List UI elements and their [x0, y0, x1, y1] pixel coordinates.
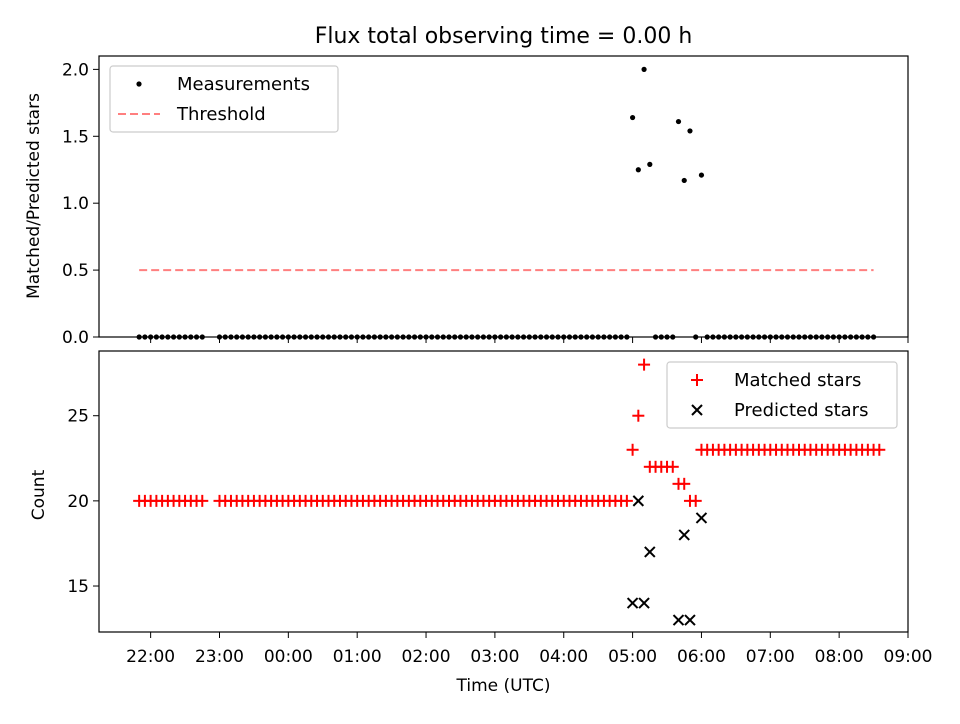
predicted-star-stroke-b: [695, 512, 708, 524]
top-y-tick-label: 0.0: [62, 328, 89, 348]
top-y-tick-label: 1.0: [62, 194, 89, 214]
legend-measurements-marker: [136, 81, 142, 87]
top-legend-box: [109, 65, 339, 133]
predicted-star-stroke-b: [626, 597, 639, 609]
predicted-star-stroke-b: [638, 597, 650, 609]
bottom-plot-area: [133, 358, 886, 626]
bottom-x-tick-label: 09:00: [884, 647, 933, 667]
matched-star-point: [638, 358, 651, 371]
matched-star-point: [873, 443, 886, 456]
bottom-x-tick-label: 03:00: [470, 647, 519, 667]
top-y-tick-label: 2.0: [62, 60, 89, 80]
predicted-star-stroke-b: [644, 546, 656, 558]
bottom-x-tick-label: 23:00: [195, 647, 244, 667]
bottom-x-tick-label: 22:00: [126, 647, 175, 667]
matched-star-point: [620, 494, 633, 507]
predicted-star-stroke-b: [684, 614, 696, 626]
predicted-star-point: [695, 512, 708, 524]
legend-predicted-label: Predicted stars: [734, 400, 868, 421]
matched-star-point: [666, 460, 679, 473]
bottom-x-tick-label: 08:00: [815, 647, 864, 667]
bottom-x-axis: 22:00 23:00 00:00 01:00 02:00 03:00 04:00 05:00…: [126, 632, 933, 667]
measurement-point: [687, 128, 693, 134]
measurement-point: [635, 167, 641, 173]
top-plot-frame: [98, 55, 909, 338]
bottom-x-tick-label: 01:00: [333, 647, 382, 667]
bottom-y-axis: 15 20 25: [67, 407, 99, 597]
predicted-star-point: [632, 495, 645, 507]
predicted-star-point: [626, 597, 639, 609]
bottom-x-tick-label: 06:00: [677, 647, 726, 667]
bottom-legend-box: [666, 361, 898, 429]
x-axis-label: Time (UTC): [456, 676, 551, 696]
matched-star-point: [626, 443, 639, 456]
legend-predicted-marker: [691, 404, 703, 416]
matched-star-point: [632, 409, 645, 422]
top-y-axis-label: Matched/Predicted stars: [24, 93, 44, 299]
predicted-star-point: [678, 529, 690, 541]
bottom-y-tick-label: 25: [67, 407, 89, 427]
measurement-point: [647, 161, 653, 167]
top-y-tick-label: 1.5: [62, 127, 89, 147]
bottom-y-tick-label: 15: [67, 577, 89, 597]
legend-threshold-label: Threshold: [176, 104, 266, 125]
measurement-point: [641, 66, 647, 72]
matched-star-point: [689, 494, 702, 507]
measurement-point: [681, 177, 687, 184]
predicted-star-stroke-b: [678, 529, 690, 541]
measurement-point: [629, 114, 636, 121]
legend-matched-marker: [691, 374, 703, 386]
predicted-star-point: [644, 546, 656, 558]
bottom-x-tick-label: 00:00: [264, 647, 313, 667]
bottom-x-tick-label: 07:00: [746, 647, 795, 667]
predicted-star-point: [684, 614, 696, 626]
top-y-tick-label: 0.5: [62, 261, 89, 281]
legend-matched-label: Matched stars: [734, 370, 861, 391]
bottom-x-tick-label: 05:00: [608, 647, 657, 667]
predicted-star-point: [672, 614, 685, 626]
bottom-y-axis-label: Count: [29, 469, 49, 520]
bottom-x-tick-label: 04:00: [539, 647, 588, 667]
predicted-star-stroke-b: [672, 614, 685, 626]
bottom-plot-frame: [98, 350, 909, 633]
predicted-star-point: [638, 597, 650, 609]
bottom-x-tick-label: 02:00: [402, 647, 451, 667]
chart-title: Flux total observing time = 0.00 h: [315, 24, 693, 49]
bottom-y-tick-label: 20: [67, 492, 89, 512]
matched-star-point: [678, 477, 691, 490]
legend-measurements-label: Measurements: [177, 74, 310, 95]
top-legend: Measurements Threshold: [109, 65, 339, 133]
bottom-legend: Matched stars Predicted stars: [666, 361, 898, 429]
matched-star-point: [196, 494, 209, 507]
measurement-point: [675, 118, 682, 125]
predicted-star-stroke-b: [632, 495, 645, 507]
top-y-axis: 0.0 0.5 1.0 1.5 2.0: [62, 60, 99, 348]
measurement-point: [698, 172, 705, 178]
